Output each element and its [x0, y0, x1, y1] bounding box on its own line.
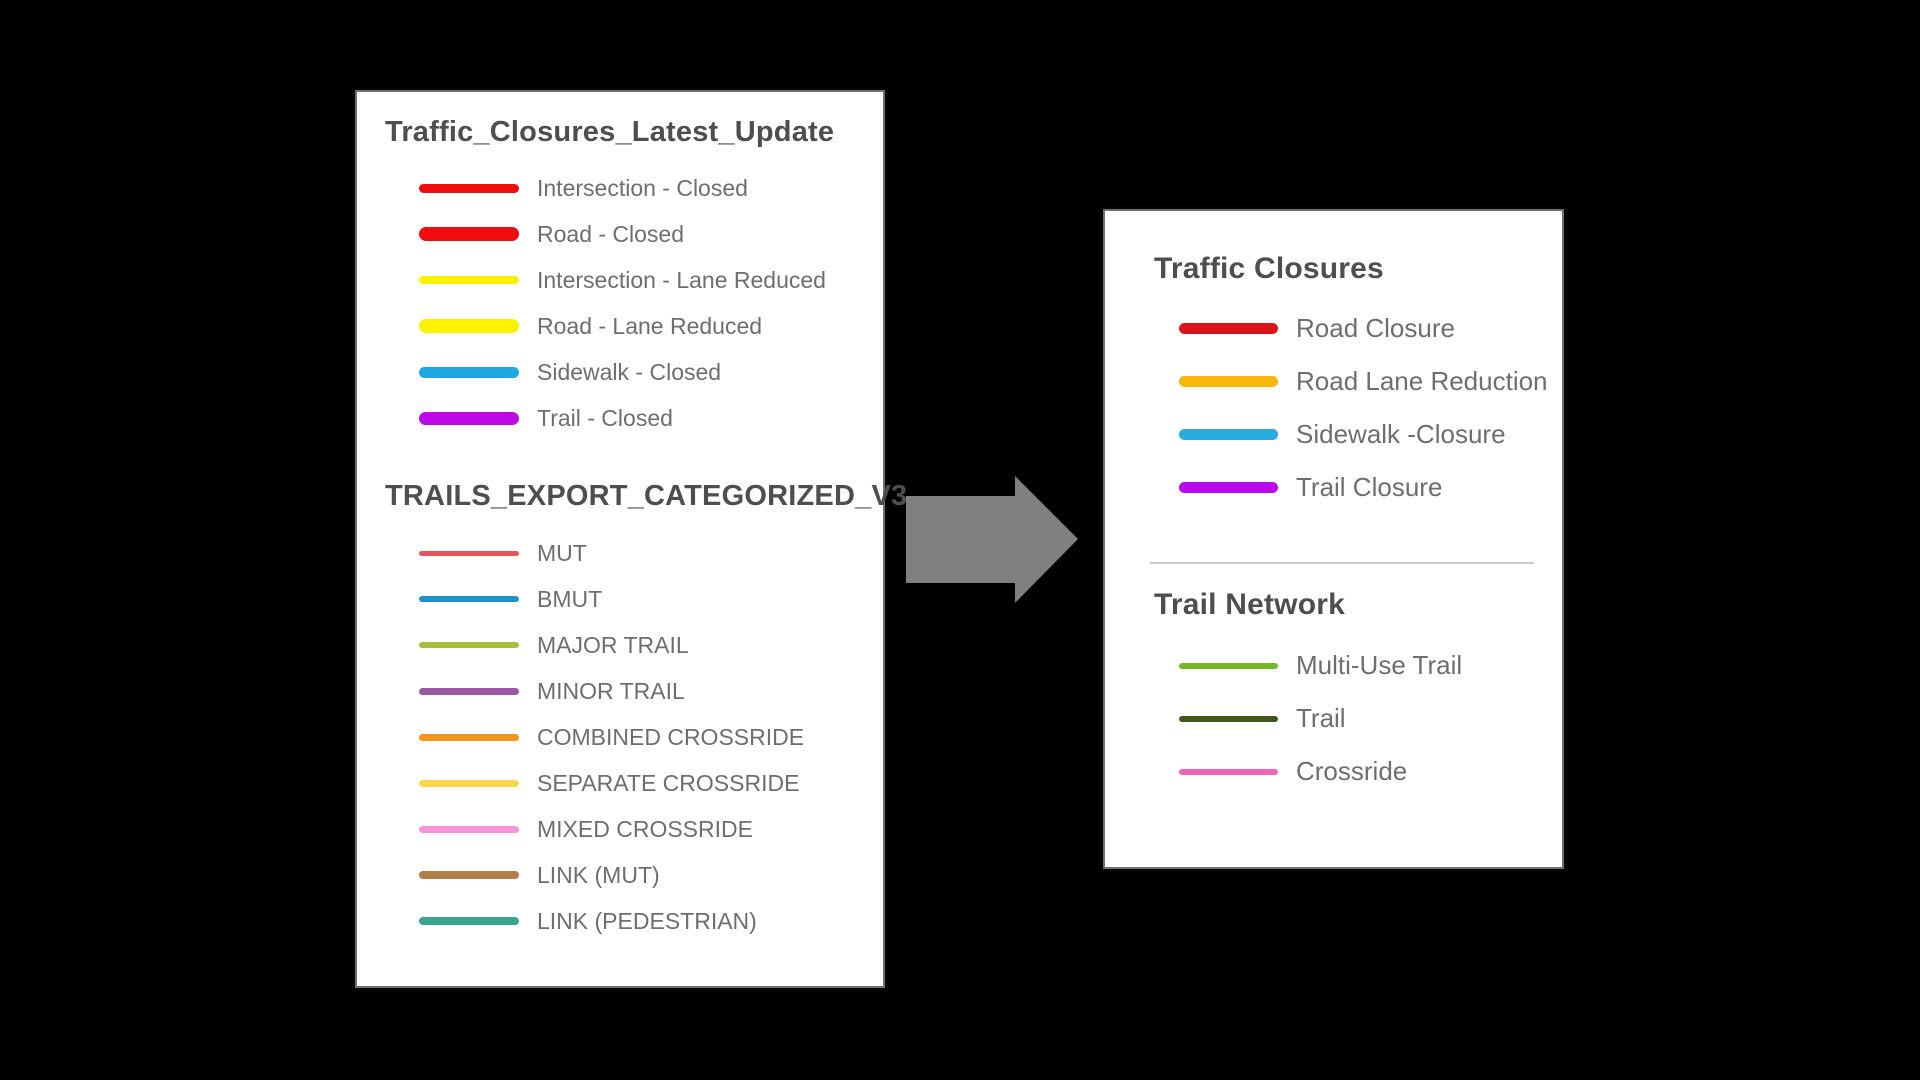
- section-divider: [1150, 562, 1534, 564]
- legend-line-swatch: [419, 411, 519, 425]
- legend-line-swatch: [419, 550, 519, 556]
- legend-item: Crossride: [1105, 745, 1562, 798]
- legend-item-label: Intersection - Lane Reduced: [537, 266, 826, 293]
- legend-item: Trail: [1105, 692, 1562, 745]
- legend-line-swatch: [1179, 376, 1278, 387]
- arrow-shape: [906, 476, 1078, 603]
- legend-item-label: Trail Closure: [1296, 472, 1443, 502]
- legend-item-label: Road - Closed: [537, 220, 685, 247]
- legend-item-label: MUT: [537, 539, 587, 566]
- legend-item: LINK (PEDESTRIAN): [357, 898, 883, 944]
- legend-item-label: LINK (PEDESTRIAN): [537, 907, 757, 934]
- legend-item: Sidewalk - Closed: [357, 349, 883, 395]
- legend-line-swatch: [419, 779, 519, 787]
- legend-item-label: COMBINED CROSSRIDE: [537, 723, 805, 750]
- legend-item: COMBINED CROSSRIDE: [357, 714, 883, 760]
- legend-item: Multi-Use Trail: [1105, 639, 1562, 692]
- legend-item: SEPARATE CROSSRIDE: [357, 760, 883, 806]
- legend-item-label: LINK (MUT): [537, 861, 660, 888]
- legend-line-swatch: [419, 687, 519, 695]
- legend-item-label: Crossride: [1296, 756, 1408, 786]
- legend-item-label: Road Lane Reduction: [1296, 366, 1548, 396]
- legend-item-label: Sidewalk -Closure: [1296, 419, 1506, 449]
- legend-item: LINK (MUT): [357, 852, 883, 898]
- legend-item: Intersection - Lane Reduced: [357, 257, 883, 303]
- legend-line-swatch: [419, 871, 519, 879]
- legend-item-label: MAJOR TRAIL: [537, 631, 689, 658]
- legend-line-swatch: [419, 276, 519, 284]
- legend-line-swatch: [419, 183, 519, 193]
- legend-section-title: TRAILS_EXPORT_CATEGORIZED_V3: [385, 480, 908, 512]
- legend-line-swatch: [419, 917, 519, 925]
- transform-arrow-icon: [906, 476, 1078, 603]
- legend-section: Multi-Use Trail Trail Crossride: [1105, 639, 1562, 798]
- result-legend-panel: Traffic Closures Road Closure Road Lane …: [1103, 209, 1564, 869]
- legend-line-swatch: [419, 366, 519, 378]
- legend-line-swatch: [419, 227, 519, 241]
- legend-item-label: Intersection - Closed: [537, 174, 748, 201]
- legend-item-label: Multi-Use Trail: [1296, 650, 1463, 680]
- legend-line-swatch: [1179, 662, 1278, 669]
- legend-item: Trail - Closed: [357, 395, 883, 441]
- legend-item-label: Road - Lane Reduced: [537, 312, 763, 339]
- legend-item-label: Road Closure: [1296, 313, 1455, 343]
- legend-section: Intersection - Closed Road - Closed Inte…: [357, 165, 883, 441]
- source-legend-panel: Traffic_Closures_Latest_Update Intersect…: [355, 90, 908, 988]
- legend-section-title: Traffic Closures: [1154, 252, 1384, 285]
- legend-section-title: Traffic_Closures_Latest_Update: [385, 116, 835, 148]
- legend-line-swatch: [419, 319, 519, 333]
- legend-line-swatch: [419, 733, 519, 741]
- legend-item: MINOR TRAIL: [357, 668, 883, 714]
- legend-line-swatch: [1179, 323, 1278, 334]
- legend-item-label: Trail: [1296, 703, 1346, 733]
- legend-item-label: SEPARATE CROSSRIDE: [537, 769, 800, 796]
- legend-item-label: MINOR TRAIL: [537, 677, 685, 704]
- legend-line-swatch: [1179, 429, 1278, 440]
- legend-item: Intersection - Closed: [357, 165, 883, 211]
- legend-item: Road Closure: [1105, 302, 1562, 355]
- legend-section: MUT BMUT MAJOR TRAIL MINOR TRAIL COMBINE…: [357, 530, 883, 944]
- legend-line-swatch: [1179, 768, 1278, 775]
- legend-item: MIXED CROSSRIDE: [357, 806, 883, 852]
- legend-section: Road Closure Road Lane Reduction Sidewal…: [1105, 302, 1562, 514]
- legend-item: BMUT: [357, 576, 883, 622]
- legend-line-swatch: [419, 642, 519, 648]
- legend-item: MAJOR TRAIL: [357, 622, 883, 668]
- legend-line-swatch: [419, 596, 519, 602]
- legend-item: Trail Closure: [1105, 461, 1562, 514]
- legend-line-swatch: [1179, 482, 1278, 493]
- legend-item: Sidewalk -Closure: [1105, 408, 1562, 461]
- legend-line-swatch: [1179, 715, 1278, 722]
- legend-item: Road Lane Reduction: [1105, 355, 1562, 408]
- legend-item-label: Sidewalk - Closed: [537, 358, 722, 385]
- legend-item: MUT: [357, 530, 883, 576]
- legend-item: Road - Lane Reduced: [357, 303, 883, 349]
- legend-item-label: Trail - Closed: [537, 404, 673, 431]
- legend-item: Road - Closed: [357, 211, 883, 257]
- legend-section-title: Trail Network: [1154, 588, 1345, 621]
- legend-item-label: BMUT: [537, 585, 603, 612]
- legend-line-swatch: [419, 825, 519, 833]
- legend-item-label: MIXED CROSSRIDE: [537, 815, 753, 842]
